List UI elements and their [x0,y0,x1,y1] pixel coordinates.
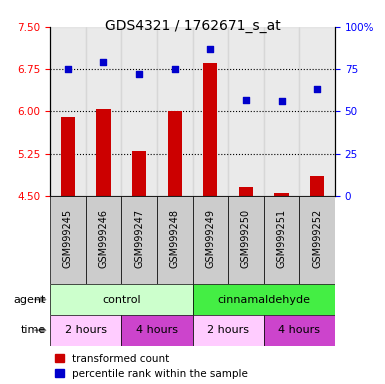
Bar [50,284,192,315]
Bar [157,27,192,196]
Text: control: control [102,295,141,305]
Legend: transformed count, percentile rank within the sample: transformed count, percentile rank withi… [55,354,248,379]
Point [172,66,178,72]
Bar [121,27,157,196]
Text: 4 hours: 4 hours [136,325,178,335]
Bar [121,196,157,284]
Bar [275,193,289,196]
Bar [192,196,228,284]
Bar [96,109,110,196]
Point [136,71,142,77]
Bar [132,151,146,196]
Point [243,96,249,103]
Text: agent: agent [14,295,46,305]
Text: GSM999245: GSM999245 [63,209,73,268]
Point [100,59,107,65]
Bar [167,111,182,196]
Bar [157,196,192,284]
Bar [85,196,121,284]
Bar [61,117,75,196]
Bar [264,315,335,346]
Bar [50,196,85,284]
Bar [50,27,85,196]
Text: 4 hours: 4 hours [278,325,320,335]
Text: GSM999246: GSM999246 [99,209,109,268]
Text: GSM999249: GSM999249 [205,209,215,268]
Text: 2 hours: 2 hours [207,325,249,335]
Bar [192,27,228,196]
Bar [264,27,300,196]
Bar [310,176,324,196]
Bar [121,315,192,346]
Bar [192,315,264,346]
Bar [192,284,335,315]
Bar [300,196,335,284]
Bar [239,187,253,196]
Text: GSM999251: GSM999251 [276,209,286,268]
Text: GSM999248: GSM999248 [170,209,180,268]
Point [314,86,320,93]
Text: GSM999250: GSM999250 [241,209,251,268]
Text: GDS4321 / 1762671_s_at: GDS4321 / 1762671_s_at [105,19,280,33]
Text: GSM999252: GSM999252 [312,209,322,268]
Point [207,46,213,52]
Bar [300,27,335,196]
Bar [228,27,264,196]
Bar [50,315,121,346]
Bar [85,27,121,196]
Bar [228,196,264,284]
Bar [264,196,300,284]
Text: cinnamaldehyde: cinnamaldehyde [217,295,310,305]
Text: time: time [21,325,46,335]
Text: 2 hours: 2 hours [65,325,107,335]
Point [278,98,285,104]
Bar [203,63,218,196]
Point [65,66,71,72]
Text: GSM999247: GSM999247 [134,209,144,268]
